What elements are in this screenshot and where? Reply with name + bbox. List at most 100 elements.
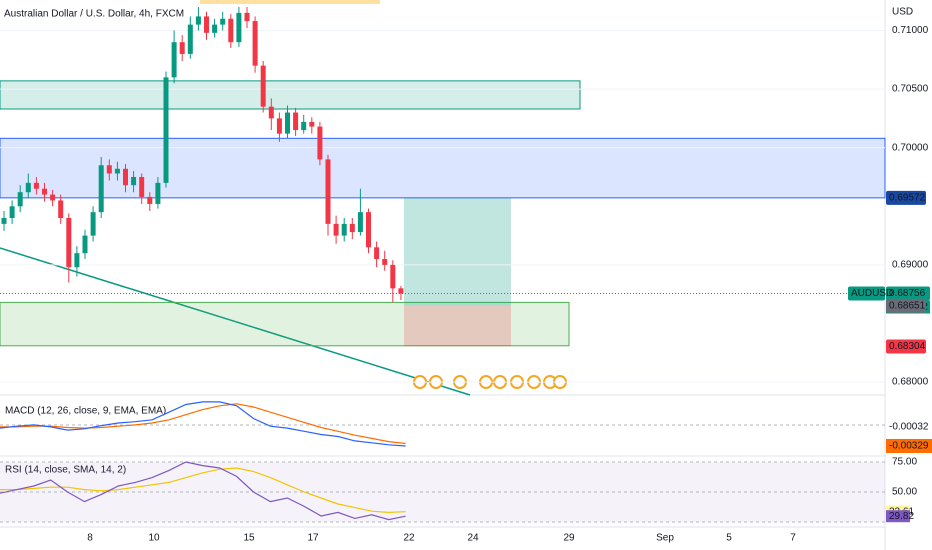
candle-body <box>301 121 307 131</box>
candle-body <box>42 188 47 195</box>
candle-body <box>139 176 145 197</box>
price-tag-label: 0.68304 <box>889 341 926 352</box>
candle-body <box>293 112 299 131</box>
candle-body <box>98 165 104 213</box>
rsi-tick-label: 50.00 <box>892 487 917 498</box>
candle-body <box>252 21 258 66</box>
y-tick-label: 0.68000 <box>892 377 929 388</box>
target-area <box>404 197 511 306</box>
price-tag <box>886 339 926 354</box>
price-tag-label: 0.68651 <box>889 300 926 311</box>
candle-body <box>374 247 380 260</box>
candle-body <box>147 196 153 204</box>
candle-body <box>171 42 177 78</box>
macd-tag-label: -0.00329 <box>889 441 929 452</box>
candle-body <box>349 223 355 233</box>
candle-body <box>268 106 274 119</box>
candle-body <box>220 18 226 25</box>
candle-body <box>114 168 120 174</box>
x-tick-label: 17 <box>307 533 319 544</box>
rsi-label: RSI (14, close, SMA, 14, 2) <box>5 465 126 476</box>
zone <box>0 80 581 110</box>
candle-body <box>236 12 242 43</box>
candle-body <box>333 223 339 236</box>
candle-body <box>382 259 388 265</box>
candle-body <box>179 42 185 54</box>
price-tag-label: 0.68756 <box>889 288 926 299</box>
rsi-tag <box>886 510 910 523</box>
x-tick-label: Sep <box>656 533 674 544</box>
candle-body <box>123 168 128 186</box>
zone <box>0 137 886 199</box>
macd-tag-label: -0.00032 <box>889 422 929 433</box>
rsi-band <box>0 461 885 522</box>
currency: USD <box>892 7 913 18</box>
rsi-tick-label: 75.00 <box>892 457 917 468</box>
candle-body <box>366 212 371 248</box>
trendline <box>0 247 471 396</box>
stop-area <box>404 305 511 347</box>
candle-body <box>25 182 31 193</box>
price-tag <box>886 286 930 301</box>
symbol-tag <box>848 286 885 301</box>
macd-tag <box>886 419 932 434</box>
candle-body <box>1 218 7 224</box>
price-tag <box>886 298 926 313</box>
candle-body <box>82 235 88 254</box>
y-tick-label: 0.70000 <box>892 142 929 153</box>
candle-body <box>276 118 282 134</box>
x-tick-label: 22 <box>403 533 415 544</box>
candle-body <box>66 218 72 268</box>
candle-body <box>390 264 396 289</box>
candle-body <box>74 253 80 268</box>
candle-body <box>187 24 193 54</box>
candle-body <box>309 121 315 127</box>
candle-body <box>90 212 96 236</box>
x-tick-label: 15 <box>243 533 255 544</box>
candle-body <box>9 206 15 219</box>
price-tag <box>886 190 926 205</box>
y-tick-label: 0.71000 <box>892 25 929 36</box>
x-tick-label: 7 <box>790 533 796 544</box>
candle-body <box>260 65 266 107</box>
y-tick-label: 0.69000 <box>892 260 929 271</box>
x-tick-label: 10 <box>148 533 160 544</box>
candle-body <box>285 112 290 134</box>
candle-body <box>325 159 331 224</box>
candle-body <box>357 212 363 233</box>
x-tick-label: 5 <box>726 533 732 544</box>
candle-body <box>50 194 56 201</box>
candle-body <box>58 200 64 219</box>
x-tick-label: 29 <box>563 533 575 544</box>
macd-line <box>0 401 406 447</box>
zone <box>0 301 570 347</box>
candle-body <box>155 182 161 204</box>
candle-body <box>106 165 112 174</box>
chart-title: Australian Dollar / U.S. Dollar, 4h, FXC… <box>4 9 184 20</box>
top-zone <box>200 0 380 4</box>
rsi-line <box>0 461 406 521</box>
candle-body <box>17 192 23 207</box>
macd-tag <box>886 438 932 453</box>
macd-label: MACD (12, 26, close, 9, EMA, EMA) <box>5 406 166 417</box>
price-tag-label: 0.69572 <box>889 192 926 203</box>
rsi-sma <box>0 467 406 514</box>
candle-body <box>33 182 39 189</box>
candle-body <box>163 77 169 183</box>
symbol-label: AUDUSD <box>851 288 893 299</box>
y-tick-label: 0.70500 <box>892 84 929 95</box>
macd-signal <box>0 403 406 445</box>
candle-body <box>195 16 201 25</box>
candle-body <box>131 176 137 186</box>
candle-body <box>212 24 218 33</box>
x-tick-label: 24 <box>467 533 479 544</box>
candle-body <box>228 18 234 43</box>
candle-body <box>341 223 347 236</box>
x-tick-label: 8 <box>87 533 93 544</box>
candle-body <box>317 126 323 160</box>
rsi-tag-label: 29.82 <box>889 511 914 522</box>
candle-body <box>244 12 250 22</box>
candle-body <box>204 16 209 33</box>
